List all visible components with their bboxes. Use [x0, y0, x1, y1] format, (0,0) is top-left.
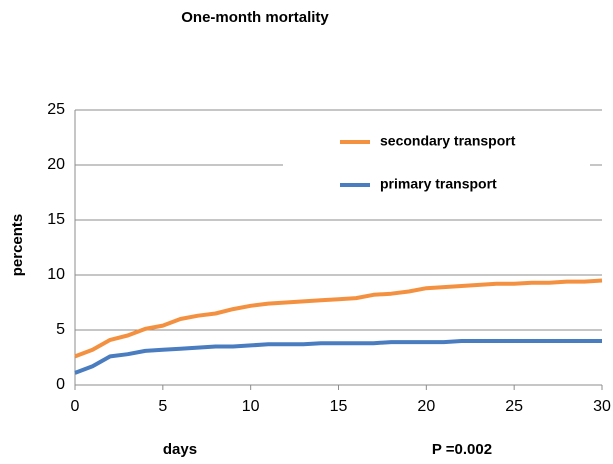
- x-tick-label: 15: [330, 398, 348, 415]
- x-tick-label: 25: [505, 398, 523, 415]
- y-axis-label: percents: [9, 214, 26, 277]
- x-tick-label: 0: [71, 398, 80, 415]
- data-line: [74, 339, 602, 375]
- legend-label: secondary transport: [380, 133, 516, 149]
- annotation: P =0.002: [432, 441, 492, 458]
- y-tick-label: 15: [47, 211, 65, 228]
- legend-box: [283, 120, 590, 205]
- x-tick-label: 30: [593, 398, 611, 415]
- legend-label: primary transport: [380, 176, 497, 192]
- y-tick-label: 20: [47, 156, 65, 173]
- x-tick-label: 20: [417, 398, 435, 415]
- y-tick-label: 10: [47, 266, 65, 283]
- x-tick-label: 5: [158, 398, 167, 415]
- x-axis-label: days: [163, 441, 197, 458]
- y-tick-label: 25: [47, 101, 65, 118]
- y-tick-label: 5: [56, 321, 65, 338]
- chart-title: One-month mortality: [181, 9, 329, 26]
- y-tick-label: 0: [56, 376, 65, 393]
- data-line: [74, 278, 603, 359]
- x-tick-label: 10: [242, 398, 260, 415]
